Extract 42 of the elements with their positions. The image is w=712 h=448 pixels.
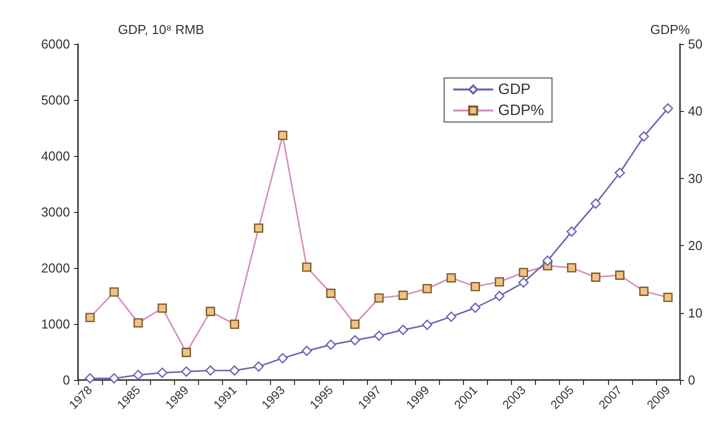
- point: [374, 330, 384, 341]
- y-tick-label: 1000: [41, 316, 70, 332]
- point: [614, 168, 625, 178]
- y2-tick-label: 20: [688, 238, 702, 254]
- point: [422, 320, 432, 330]
- y-tick-label: 6000: [41, 36, 70, 52]
- point: [108, 373, 120, 384]
- y2-tick-label: 0: [688, 372, 696, 388]
- point: [278, 353, 288, 364]
- point: [253, 361, 264, 372]
- point: [133, 370, 144, 380]
- point: [518, 277, 529, 288]
- point: [326, 340, 336, 350]
- y-tick-label: 2000: [41, 260, 70, 276]
- point: [542, 256, 553, 266]
- legend-label: GDP%: [498, 102, 544, 119]
- y-tick-label: 4000: [41, 148, 70, 164]
- legend-label: GDP: [498, 81, 531, 98]
- point: [590, 198, 601, 209]
- y2-tick-label: 30: [688, 170, 702, 186]
- y2-axis-title: GDP%: [650, 22, 690, 37]
- point: [205, 365, 216, 376]
- y2-tick-label: 50: [688, 36, 702, 52]
- point: [566, 226, 577, 237]
- y2-tick-label: 40: [688, 104, 702, 119]
- point: [350, 335, 360, 346]
- y-tick-label: 5000: [41, 92, 70, 108]
- point: [470, 302, 480, 313]
- point: [638, 131, 650, 142]
- point: [446, 312, 456, 322]
- point: [494, 290, 505, 302]
- y-tick-label: 0: [62, 372, 70, 388]
- point: [662, 103, 674, 114]
- point: [229, 365, 240, 376]
- point: [84, 373, 96, 384]
- point: [398, 324, 408, 336]
- point: [181, 366, 192, 377]
- y2-tick-label: 10: [688, 305, 702, 320]
- y-tick-label: 3000: [41, 204, 70, 220]
- point: [157, 368, 168, 378]
- y-axis-title: GDP, 10⁸ RMB: [118, 22, 204, 37]
- point: [302, 346, 312, 356]
